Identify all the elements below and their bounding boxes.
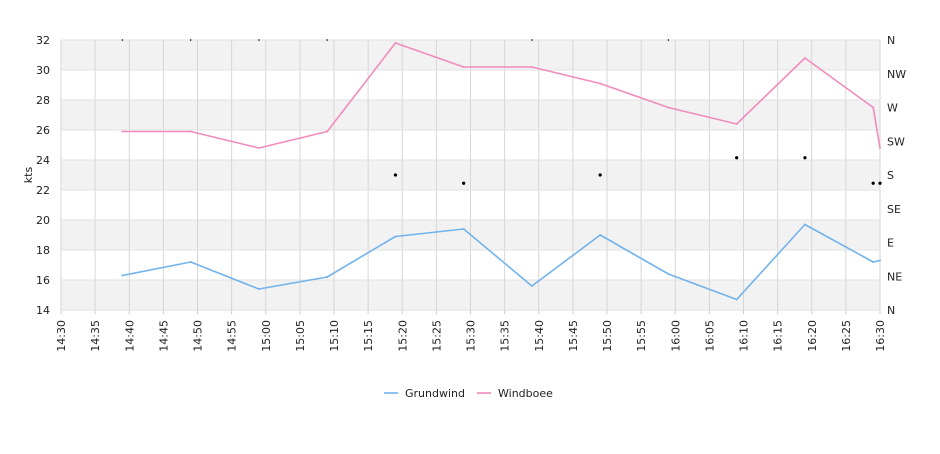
x-tick-label: 16:15: [772, 320, 785, 352]
direction-marker: [878, 181, 882, 185]
data-point: [879, 147, 881, 149]
data-point: [879, 259, 881, 262]
legend-item-windboee[interactable]: Windboee: [477, 387, 553, 400]
legend-label: Windboee: [498, 387, 553, 400]
direction-tick-label: S: [887, 169, 894, 182]
direction-marker: [258, 39, 260, 41]
data-point: [599, 234, 602, 236]
data-point: [667, 273, 670, 275]
direction-marker: [667, 39, 670, 41]
x-tick-label: 15:35: [499, 320, 512, 352]
data-point: [326, 276, 329, 278]
x-tick-label: 15:30: [465, 320, 478, 352]
y-tick-label: 22: [36, 184, 50, 197]
data-point: [394, 42, 397, 44]
data-point: [599, 82, 602, 85]
data-point: [189, 130, 192, 133]
data-point: [872, 106, 875, 109]
legend-item-grundwind[interactable]: Grundwind: [384, 387, 465, 400]
direction-marker: [735, 156, 739, 160]
direction-marker: [871, 181, 875, 185]
series-lines: [121, 42, 881, 301]
y-axis: 14 16 18 20 22 24 26 28 30 32: [36, 34, 50, 317]
legend-label: Grundwind: [405, 387, 465, 400]
x-tick-label: 15:20: [396, 320, 409, 352]
x-tick-label: 15:25: [430, 320, 443, 352]
data-point: [121, 130, 124, 133]
x-tick-label: 14:30: [55, 320, 68, 352]
x-tick-label: 15:40: [533, 320, 546, 352]
direction-marker: [803, 156, 807, 160]
direction-axis: N NE E SE S SW W NW N: [887, 34, 906, 317]
x-tick-label: 15:55: [635, 320, 648, 352]
x-tick-label: 16:05: [703, 320, 716, 352]
x-tick-label: 15:05: [294, 320, 307, 352]
direction-marker: [598, 173, 602, 177]
x-tick-label: 15:50: [601, 320, 614, 352]
y-tick-label: 14: [36, 304, 50, 317]
data-point: [803, 57, 806, 59]
x-tick-label: 14:55: [226, 320, 239, 352]
y-tick-label: 28: [36, 94, 50, 107]
data-point: [189, 261, 192, 263]
direction-marker: [462, 181, 466, 185]
x-tick-label: 14:50: [192, 320, 205, 352]
direction-marker: [326, 39, 328, 41]
y-tick-label: 18: [36, 244, 50, 257]
x-tick-label: 15:45: [567, 320, 580, 352]
direction-tick-label: N: [887, 34, 895, 47]
x-tick-label: 15:10: [328, 320, 341, 352]
direction-tick-label: E: [887, 237, 894, 250]
data-point: [394, 235, 397, 238]
direction-tick-label: SE: [887, 203, 901, 216]
data-point: [121, 274, 124, 277]
x-tick-label: 15:00: [260, 320, 273, 352]
direction-tick-label: SW: [887, 135, 905, 148]
x-tick-label: 16:30: [874, 320, 887, 352]
direction-tick-label: N: [887, 304, 895, 317]
x-tick-label: 16:20: [806, 320, 819, 352]
legend[interactable]: Grundwind Windboee: [384, 387, 553, 400]
y-tick-label: 26: [36, 124, 50, 137]
y-tick-label: 24: [36, 154, 50, 167]
direction-marker: [121, 39, 124, 41]
data-point: [530, 285, 533, 287]
x-tick-label: 14:35: [89, 320, 102, 352]
direction-tick-label: NW: [887, 68, 906, 81]
x-tick-label: 14:45: [157, 320, 170, 352]
data-point: [530, 66, 533, 68]
data-point: [667, 106, 670, 109]
y-tick-label: 16: [36, 274, 50, 287]
y-axis-title: kts: [22, 167, 35, 184]
direction-tick-label: NE: [887, 270, 902, 283]
direction-marker: [189, 39, 192, 41]
direction-marker: [393, 173, 398, 177]
direction-markers: [121, 39, 882, 185]
y-tick-label: 30: [36, 64, 50, 77]
x-tick-label: 16:10: [738, 320, 751, 352]
data-point: [735, 123, 738, 125]
data-point: [462, 228, 465, 230]
x-tick-label: 16:00: [669, 320, 682, 352]
x-tick-label: 14:40: [123, 320, 136, 352]
data-point: [872, 261, 875, 263]
x-axis: 14:30 14:35 14:40 14:45 14:50 14:55 15:00 15:05…: [55, 310, 887, 352]
data-point: [803, 223, 806, 226]
data-point: [735, 298, 738, 301]
direction-marker: [531, 39, 533, 41]
x-tick-label: 15:15: [362, 320, 375, 352]
data-point: [257, 288, 260, 290]
y-tick-label: 32: [36, 34, 50, 47]
data-point: [257, 147, 260, 149]
data-point: [462, 66, 465, 68]
y-tick-label: 20: [36, 214, 50, 227]
direction-tick-label: W: [887, 102, 898, 115]
x-tick-label: 16:25: [840, 320, 853, 352]
data-point: [326, 130, 329, 133]
